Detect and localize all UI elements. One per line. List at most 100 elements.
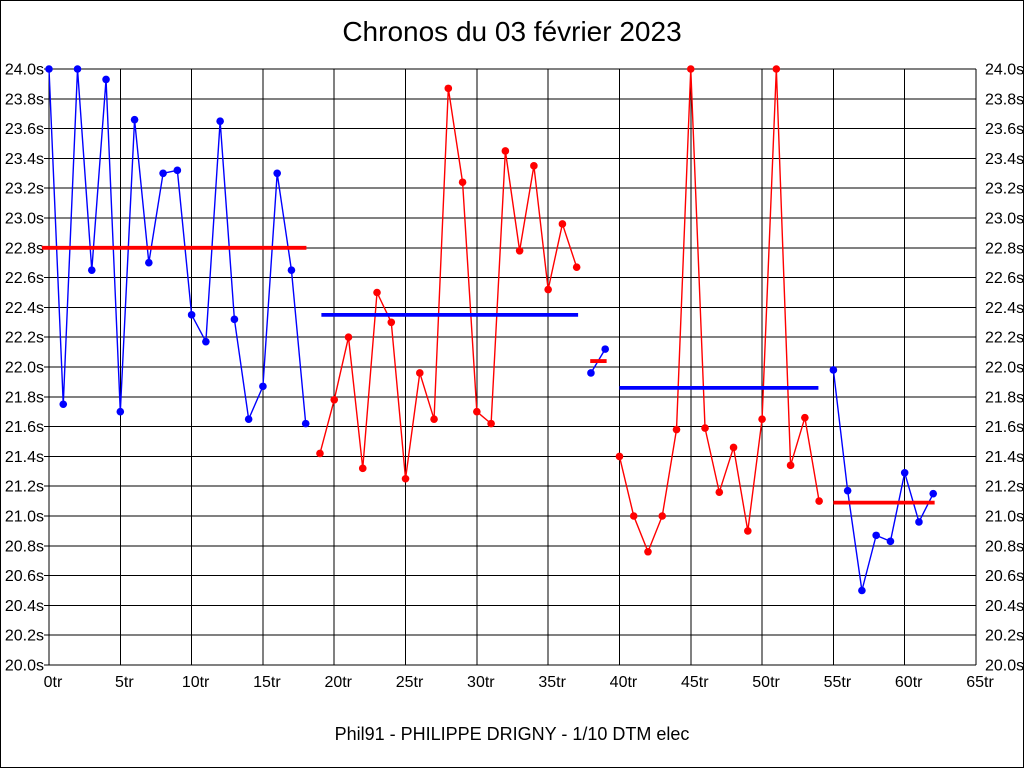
- y-tick-label-right: 20.2s: [985, 628, 1024, 645]
- data-point: [729, 443, 738, 452]
- y-tick-label-right: 20.8s: [985, 538, 1024, 555]
- data-point: [658, 512, 667, 520]
- data-point: [900, 468, 909, 477]
- x-tick-label: 25tr: [396, 674, 424, 691]
- data-point: [758, 415, 766, 423]
- data-point: [344, 333, 353, 342]
- y-tick-label-left: 20.6s: [5, 568, 44, 585]
- data-point: [715, 488, 724, 496]
- y-tick-label-right: 22.6s: [985, 270, 1024, 287]
- x-tick-label: 40tr: [610, 674, 638, 691]
- data-point: [686, 65, 695, 73]
- y-tick-label-right: 21.6s: [985, 419, 1024, 436]
- y-tick-label-left: 21.8s: [5, 389, 44, 406]
- y-tick-label-left: 21.6s: [5, 419, 44, 436]
- x-tick-label: 55tr: [824, 674, 852, 691]
- series-stint-4-line: [618, 68, 820, 553]
- series-stint-4-points: [615, 65, 823, 556]
- y-tick-label-left: 20.2s: [5, 628, 44, 645]
- average-lines: [41, 245, 935, 505]
- data-point: [915, 518, 923, 526]
- data-point: [45, 65, 53, 73]
- data-point: [287, 266, 296, 274]
- data-point: [159, 169, 167, 178]
- data-point: [929, 489, 938, 498]
- data-point: [886, 537, 895, 546]
- data-point: [458, 178, 467, 187]
- y-tick-label-left: 22.4s: [5, 300, 44, 317]
- chart-title: Chronos du 03 février 2023: [342, 16, 682, 47]
- x-tick-label: 20tr: [324, 674, 352, 691]
- y-tick-label-right: 24.0s: [985, 62, 1024, 79]
- data-point: [672, 425, 681, 434]
- y-tick-label-left: 23.6s: [5, 121, 44, 138]
- data-point: [373, 288, 381, 297]
- data-point: [216, 117, 224, 125]
- data-point: [587, 369, 595, 377]
- data-point: [815, 497, 823, 505]
- data-point: [701, 424, 709, 432]
- x-tick-label: 50tr: [752, 674, 780, 691]
- data-point: [744, 527, 752, 535]
- data-point: [202, 337, 210, 346]
- series-stint-3-points: [587, 345, 609, 377]
- data-point: [858, 586, 866, 595]
- x-tick-label: 45tr: [681, 674, 709, 691]
- data-point: [501, 147, 510, 155]
- data-point: [487, 419, 495, 428]
- y-tick-label-right: 23.6s: [985, 121, 1024, 138]
- y-tick-label-right: 22.4s: [985, 300, 1024, 317]
- data-point: [259, 382, 267, 391]
- data-point: [316, 449, 324, 458]
- y-tick-label-right: 23.2s: [985, 181, 1024, 198]
- y-tick-label-right: 21.8s: [985, 389, 1024, 406]
- series-stint-2-points: [316, 84, 581, 483]
- x-tick-label: 5tr: [115, 674, 134, 691]
- series-stint-1-points: [45, 65, 310, 428]
- data-point: [872, 531, 880, 540]
- x-tick-label: 35tr: [538, 674, 566, 691]
- data-point: [358, 464, 367, 473]
- y-tick-label-right: 22.2s: [985, 330, 1024, 347]
- data-point: [416, 369, 424, 377]
- x-tick-label: 65tr: [966, 674, 994, 691]
- y-tick-label-left: 22.0s: [5, 360, 44, 377]
- data-point: [59, 400, 68, 409]
- y-tick-label-left: 20.4s: [5, 598, 44, 615]
- y-axis-labels-left: 20.0s 20.2s 20.4s 20.6s 20.8s 21.0s 21.2s 21.4s…: [5, 62, 44, 675]
- data-point: [615, 452, 624, 461]
- y-tick-label-left: 22.6s: [5, 270, 44, 287]
- y-tick-label-left: 20.0s: [5, 658, 44, 675]
- x-tick-label: 10tr: [182, 674, 210, 691]
- y-tick-label-right: 20.4s: [985, 598, 1024, 615]
- y-tick-label-right: 20.0s: [985, 658, 1024, 675]
- data-point: [558, 220, 567, 228]
- data-point: [116, 407, 125, 416]
- y-tick-label-left: 22.8s: [5, 240, 44, 257]
- data-point: [244, 415, 253, 423]
- data-point: [145, 258, 153, 267]
- y-tick-label-right: 23.4s: [985, 151, 1024, 168]
- series-stint-5-line: [832, 369, 934, 592]
- y-tick-label-right: 22.0s: [985, 360, 1024, 377]
- x-axis-labels: 0tr 5tr 10tr 15tr 20tr 25tr 30tr 35tr 40tr 45tr 50…: [44, 674, 995, 691]
- data-point: [829, 366, 838, 374]
- data-point: [801, 413, 809, 422]
- y-axis-labels-right: 20.0s 20.2s 20.4s 20.6s 20.8s 21.0s 21.2s 21.4s…: [985, 62, 1024, 675]
- y-tick-label-left: 21.0s: [5, 509, 44, 526]
- y-tick-label-right: 22.8s: [985, 240, 1024, 257]
- data-point: [444, 84, 453, 93]
- data-point: [473, 407, 481, 416]
- x-tick-label: 0tr: [44, 674, 63, 691]
- data-point: [544, 285, 552, 294]
- y-tick-label-right: 21.0s: [985, 509, 1024, 526]
- data-point: [73, 65, 82, 73]
- y-tick-label-left: 23.0s: [5, 211, 44, 228]
- series-stint-5-points: [829, 366, 938, 595]
- y-tick-label-right: 21.4s: [985, 449, 1024, 466]
- x-tick-label: 60tr: [895, 674, 923, 691]
- data-point: [230, 315, 239, 324]
- data-point: [772, 65, 781, 73]
- series-stint-2-line: [319, 87, 578, 480]
